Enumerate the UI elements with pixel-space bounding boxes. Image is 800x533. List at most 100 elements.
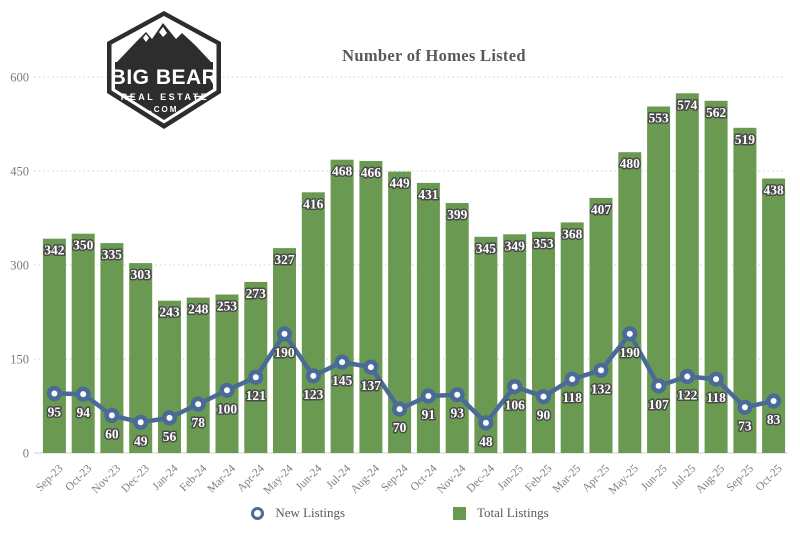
total-listings-bar: [301, 192, 325, 454]
total-listings-bar: [244, 281, 268, 453]
line-marker-center: [482, 419, 489, 426]
line-marker-center: [367, 364, 374, 371]
mountains-icon: [117, 23, 211, 62]
line-marker-center: [425, 393, 432, 399]
logo-subtitle-text: REAL ESTATE: [121, 92, 210, 102]
legend-label-new-listings: New Listings: [275, 505, 346, 520]
line-value-label: 190: [274, 345, 295, 360]
legend-item-new-listings: New Listings: [251, 505, 345, 521]
x-tick-label: Sep-25: [724, 462, 756, 494]
x-tick-label: Jun-25: [639, 462, 670, 493]
bar-value-label: 468: [332, 164, 353, 179]
bar-value-label: 407: [591, 202, 612, 217]
logo-name-text: BIG BEAR: [111, 66, 218, 89]
x-tick-label: Jun-24: [294, 462, 325, 493]
total-listings-bar: [733, 127, 757, 454]
line-value-label: 90: [537, 408, 551, 423]
total-listings-bar: [100, 243, 124, 453]
line-value-label: 121: [246, 388, 267, 403]
bar-swatch-icon: [453, 506, 467, 520]
bar-value-label: 349: [505, 238, 526, 253]
bar-value-label: 553: [648, 111, 669, 126]
total-listings-bar: [762, 178, 786, 453]
line-value-label: 93: [450, 406, 464, 421]
line-marker-center: [396, 406, 403, 413]
chart-legend: New Listings Total Listings: [0, 501, 800, 525]
total-listings-bar: [675, 93, 699, 454]
x-tick-label: Jan-25: [496, 462, 526, 492]
line-marker-center: [310, 372, 317, 379]
big-bear-logo: BIG BEAR REAL ESTATE .COM: [107, 11, 221, 129]
line-marker-center: [540, 393, 547, 400]
line-marker-center: [626, 330, 633, 337]
line-value-label: 91: [422, 407, 436, 422]
homes-listed-chart: 0 150 300 450 600 342 350 335 303 243 248 253 273 327…: [10, 71, 788, 497]
total-listings-bar: [215, 294, 239, 453]
mountain-snow-detail: [143, 27, 167, 42]
legend-label-total-listings: Total Listings: [477, 505, 549, 520]
total-listings-bar: [704, 100, 728, 454]
x-tick-label: Feb-24: [178, 462, 210, 494]
line-marker-center: [770, 398, 777, 404]
x-tick-label: Nov-24: [435, 462, 469, 496]
line-marker-center: [224, 387, 230, 394]
bar-value-label: 345: [476, 241, 497, 256]
bar-value-label: 243: [159, 305, 180, 320]
line-value-label: 70: [393, 420, 407, 435]
x-tick-label: May-25: [607, 462, 641, 496]
line-value-label: 78: [191, 415, 205, 430]
bar-value-label: 574: [677, 97, 698, 112]
bar-value-label: 350: [73, 238, 94, 253]
line-marker-center: [713, 376, 720, 383]
line-marker-center: [166, 414, 173, 421]
legend-item-total-listings: Total Listings: [453, 505, 549, 521]
bar-value-label: 273: [246, 286, 267, 301]
line-value-label: 48: [479, 434, 493, 449]
total-listings-bar: [129, 263, 153, 453]
x-tick-label: Mar-25: [551, 462, 584, 495]
bar-value-label: 353: [533, 236, 554, 251]
x-tick-label: Mar-24: [205, 462, 238, 495]
x-tick-label: Aug-24: [349, 462, 383, 496]
bar-value-label: 399: [447, 207, 468, 222]
total-listings-bar: [273, 248, 296, 453]
x-tick-label: Oct-25: [754, 462, 785, 493]
total-listings-bar: [647, 106, 671, 453]
bar-value-label: 480: [620, 156, 641, 171]
y-tick-label: 600: [10, 71, 29, 85]
line-value-label: 83: [767, 412, 781, 427]
line-marker-center: [51, 390, 58, 397]
line-marker-center: [195, 401, 202, 408]
line-marker-center: [511, 383, 518, 390]
x-tick-label: Oct-24: [408, 462, 439, 493]
total-listings-bar: [416, 182, 440, 453]
line-value-label: 106: [505, 398, 526, 413]
chart-title: Number of Homes Listed: [342, 46, 526, 65]
bar-value-label: 466: [361, 165, 382, 180]
y-tick-label: 150: [10, 353, 29, 367]
line-marker-icon: [251, 506, 265, 520]
line-value-label: 137: [361, 378, 382, 393]
line-value-label: 49: [134, 433, 148, 448]
total-listings-bar: [474, 236, 498, 453]
line-marker-center: [569, 376, 576, 383]
x-tick-label: Feb-25: [523, 462, 555, 494]
total-listings-bar: [42, 238, 66, 453]
bar-value-label: 368: [562, 226, 583, 241]
y-tick-label: 300: [10, 259, 29, 273]
total-listings-bar: [330, 159, 354, 453]
total-listings-bar: [503, 234, 527, 453]
line-value-label: 118: [706, 390, 726, 405]
y-tick-label: 450: [10, 165, 29, 179]
bar-value-label: 449: [389, 176, 410, 191]
x-tick-label: Dec-23: [119, 462, 152, 495]
x-tick-label: Sep-23: [34, 462, 66, 494]
bar-value-label: 416: [303, 196, 324, 211]
bar-value-label: 438: [763, 183, 784, 198]
bar-value-label: 303: [131, 267, 152, 282]
bar-value-label: 519: [735, 132, 756, 147]
logo-text-panel: [115, 62, 213, 120]
line-marker-center: [108, 412, 115, 419]
x-tick-label: Dec-24: [465, 462, 498, 495]
